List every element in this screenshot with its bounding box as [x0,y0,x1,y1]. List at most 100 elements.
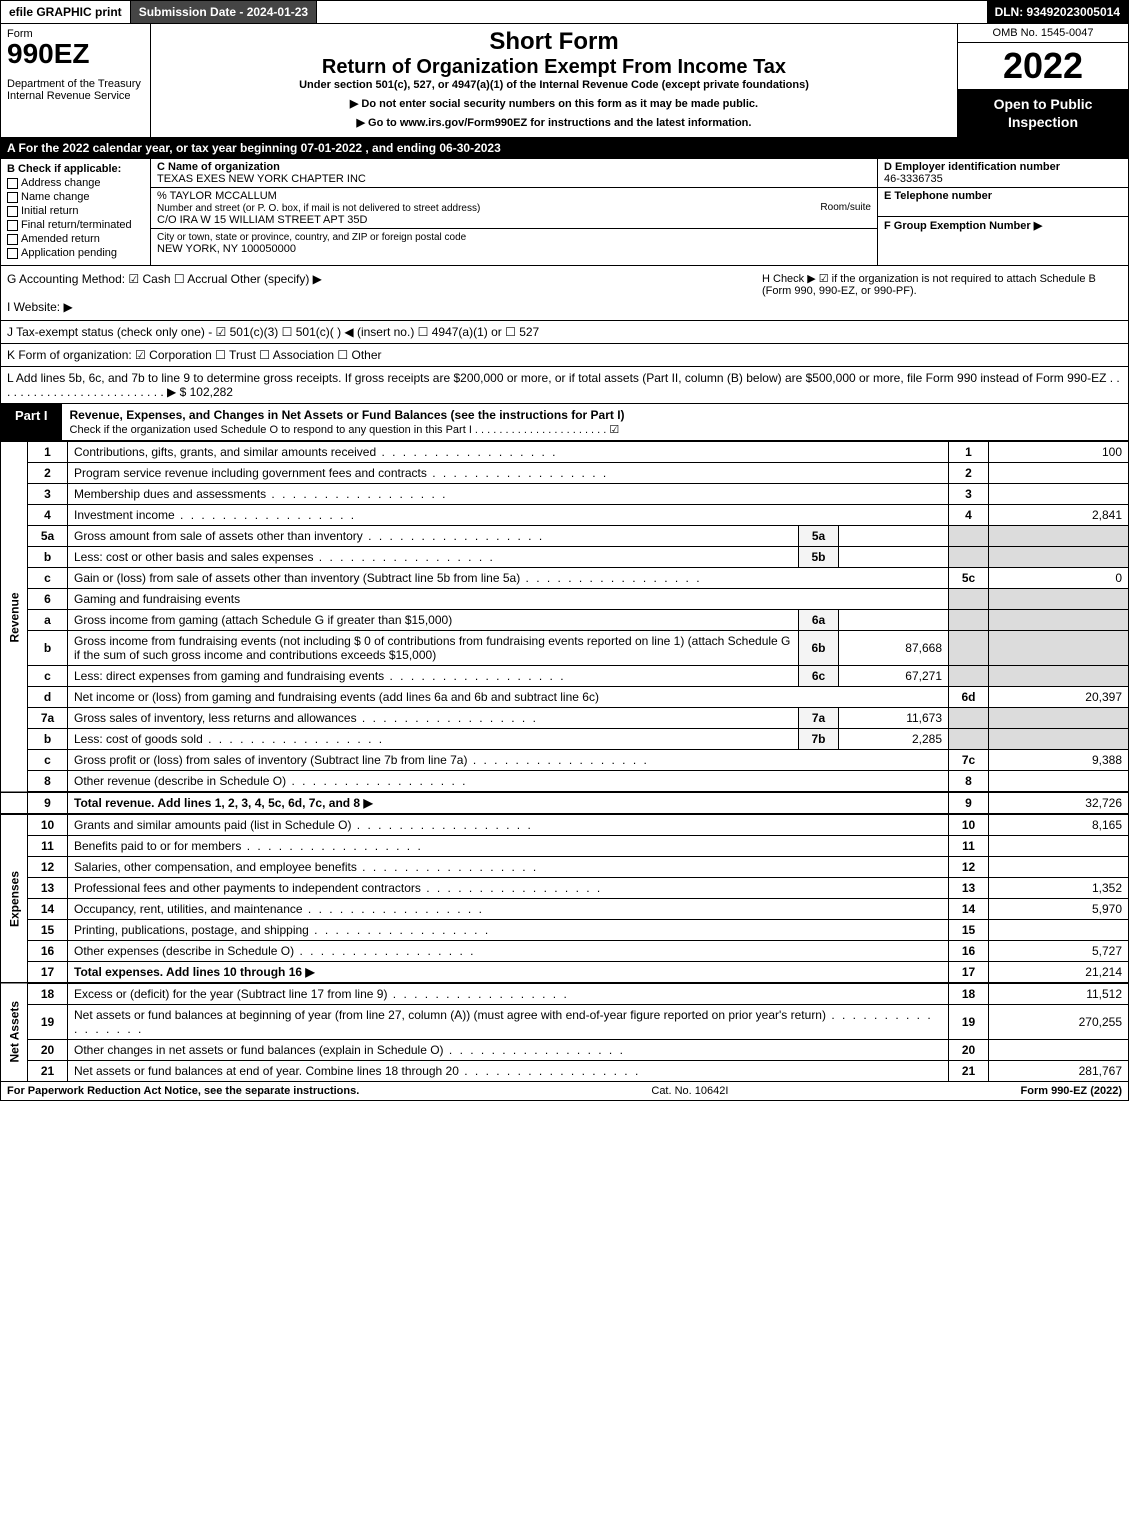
city-row: City or town, state or province, country… [151,229,877,257]
shade-cell [949,610,989,631]
line-desc: Less: cost of goods sold [68,729,799,750]
i-website: I Website: ▶ [7,300,722,314]
out-val [989,484,1129,505]
out-val: 21,214 [989,962,1129,984]
lno: 19 [28,1005,68,1040]
lno: 20 [28,1040,68,1061]
k-form-of-org: K Form of organization: ☑ Corporation ☐ … [0,344,1129,367]
col-b-label: B Check if applicable: [7,163,144,175]
line-desc: Gross amount from sale of assets other t… [68,526,799,547]
col-def: D Employer identification number 46-3336… [878,159,1128,265]
sub-lno: 5a [799,526,839,547]
row-g-h: G Accounting Method: ☑ Cash ☐ Accrual Ot… [0,266,1129,321]
submission-date: Submission Date - 2024-01-23 [131,1,317,23]
lno: 5a [28,526,68,547]
shade-cell [989,589,1129,610]
out-lno: 1 [949,442,989,463]
line-desc: Contributions, gifts, grants, and simila… [68,442,949,463]
sub-val: 67,271 [839,666,949,687]
sub-lno: 7b [799,729,839,750]
street-label: Number and street (or P. O. box, if mail… [157,203,480,214]
footer-catno: Cat. No. 10642I [359,1085,1020,1097]
care-of: % TAYLOR MCCALLUM [157,190,277,202]
chk-amended-return[interactable]: Amended return [7,233,144,245]
line-desc: Benefits paid to or for members [68,836,949,857]
form-title-box: Short Form Return of Organization Exempt… [151,24,958,137]
out-val: 281,767 [989,1061,1129,1082]
lno: 14 [28,899,68,920]
out-val: 9,388 [989,750,1129,771]
instr-link[interactable]: ▶ Go to www.irs.gov/Form990EZ for instru… [161,116,947,129]
shade-cell [949,708,989,729]
f-group-row: F Group Exemption Number ▶ [878,217,1128,234]
lno: c [28,750,68,771]
out-val: 270,255 [989,1005,1129,1040]
j-tax-exempt: J Tax-exempt status (check only one) - ☑… [0,321,1129,344]
shade-cell [989,729,1129,750]
chk-address-change[interactable]: Address change [7,177,144,189]
line-desc: Less: direct expenses from gaming and fu… [68,666,799,687]
line-desc: Salaries, other compensation, and employ… [68,857,949,878]
ein: 46-3336735 [884,173,943,185]
shade-cell [949,666,989,687]
d-label: D Employer identification number [884,161,1060,173]
out-lno: 3 [949,484,989,505]
lno: 9 [28,792,68,814]
part1-header: Part I Revenue, Expenses, and Changes in… [0,404,1129,441]
e-phone-row: E Telephone number [878,188,1128,217]
efile-print[interactable]: efile GRAPHIC print [1,1,131,23]
lno: 11 [28,836,68,857]
lno: c [28,568,68,589]
org-info-grid: B Check if applicable: Address change Na… [0,159,1129,266]
lno: 8 [28,771,68,793]
open-to-public: Open to Public Inspection [958,89,1128,137]
lno: 21 [28,1061,68,1082]
part1-title: Revenue, Expenses, and Changes in Net As… [62,404,1128,440]
out-val: 20,397 [989,687,1129,708]
line-desc: Total expenses. Add lines 10 through 16 … [68,962,949,984]
line-desc: Professional fees and other payments to … [68,878,949,899]
out-val: 8,165 [989,814,1129,836]
lno: 16 [28,941,68,962]
chk-label: Name change [21,191,90,203]
chk-name-change[interactable]: Name change [7,191,144,203]
lno: 6 [28,589,68,610]
form-id-box: Form 990EZ Department of the Treasury In… [1,24,151,137]
chk-initial-return[interactable]: Initial return [7,205,144,217]
sub-val: 11,673 [839,708,949,729]
g-accounting: G Accounting Method: ☑ Cash ☐ Accrual Ot… [7,272,722,286]
out-lno: 8 [949,771,989,793]
tax-year: 2022 [958,43,1128,89]
chk-final-return[interactable]: Final return/terminated [7,219,144,231]
out-lno: 9 [949,792,989,814]
out-val [989,771,1129,793]
line-desc: Grants and similar amounts paid (list in… [68,814,949,836]
footer-left: For Paperwork Reduction Act Notice, see … [7,1085,359,1097]
out-lno: 7c [949,750,989,771]
lno: 18 [28,983,68,1005]
line-desc: Printing, publications, postage, and shi… [68,920,949,941]
shade-cell [989,631,1129,666]
out-val: 1,352 [989,878,1129,899]
sub-lno: 6c [799,666,839,687]
chk-label: Initial return [21,205,78,217]
street: C/O IRA W 15 WILLIAM STREET APT 35D [157,214,368,226]
section-a-period: A For the 2022 calendar year, or tax yea… [0,138,1129,159]
vlabel-revenue: Revenue [1,442,28,793]
out-val [989,463,1129,484]
department: Department of the Treasury Internal Reve… [7,78,144,102]
lno: 2 [28,463,68,484]
lno: b [28,729,68,750]
shade-cell [949,526,989,547]
out-lno: 2 [949,463,989,484]
out-lno: 4 [949,505,989,526]
lno: 15 [28,920,68,941]
out-lno: 17 [949,962,989,984]
sub-lno: 6b [799,631,839,666]
line-desc: Other revenue (describe in Schedule O) [68,771,949,793]
e-label: E Telephone number [884,190,992,202]
out-lno: 19 [949,1005,989,1040]
shade-cell [949,729,989,750]
room-label: Room/suite [820,202,871,213]
chk-application-pending[interactable]: Application pending [7,247,144,259]
